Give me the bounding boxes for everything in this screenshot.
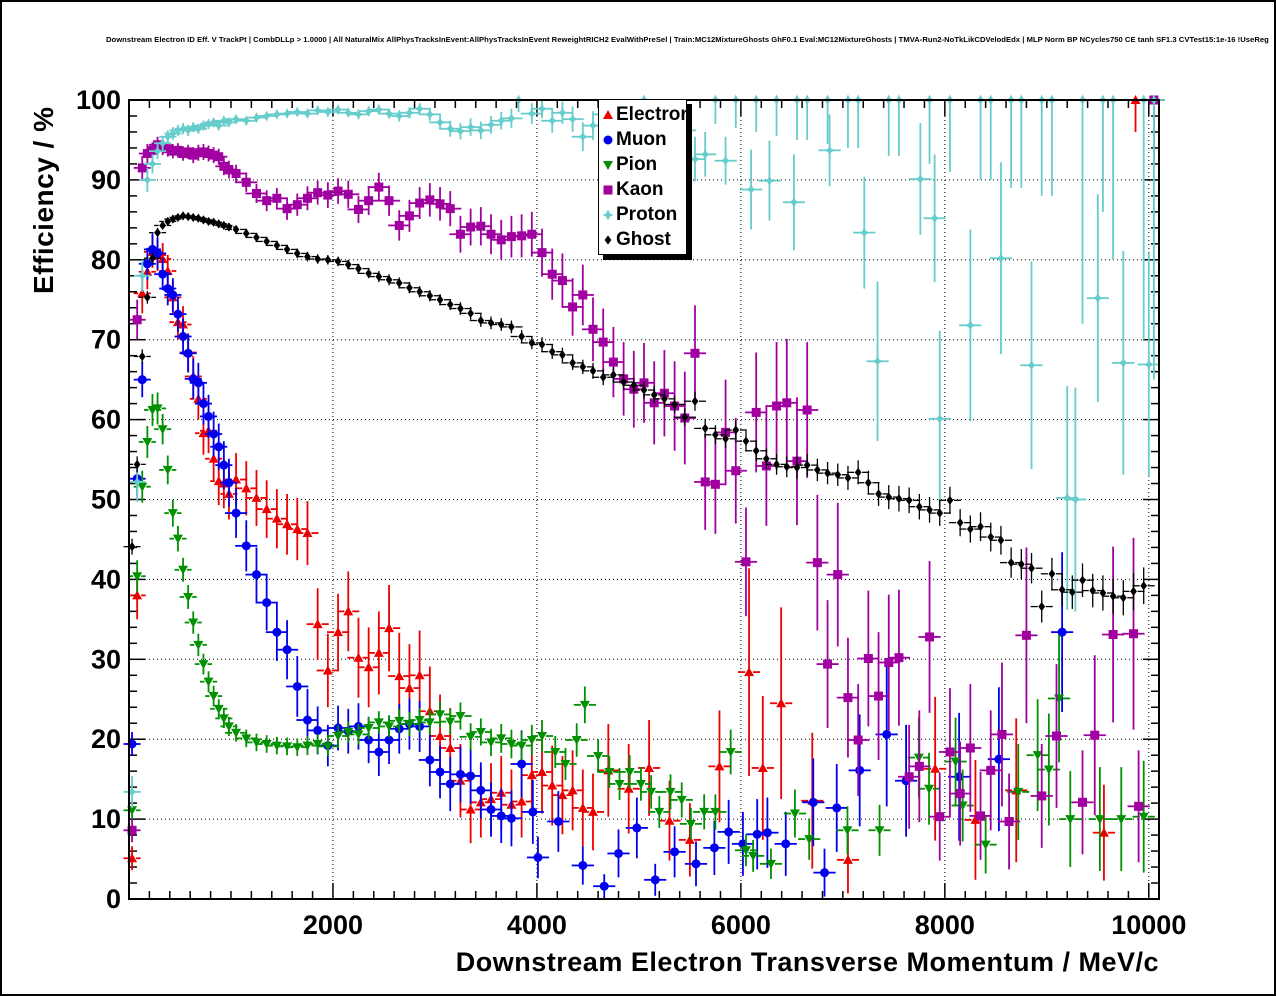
pion-marker-icon — [601, 157, 616, 172]
svg-text:2000: 2000 — [303, 910, 363, 940]
legend-item-muon: Muon — [601, 127, 686, 152]
series-muon — [123, 233, 1074, 899]
legend-item-electron: Electron — [601, 102, 692, 127]
svg-text:20: 20 — [91, 724, 121, 754]
svg-text:30: 30 — [91, 644, 121, 674]
svg-text:0: 0 — [106, 884, 121, 914]
x-axis-title: Downstream Electron Transverse Momentum … — [455, 947, 1159, 977]
legend-label: Electron — [616, 104, 693, 125]
svg-text:4000: 4000 — [507, 910, 567, 940]
svg-text:80: 80 — [91, 245, 121, 275]
svg-text:100: 100 — [76, 85, 121, 115]
legend-label: Kaon — [616, 179, 664, 200]
svg-text:40: 40 — [91, 564, 121, 594]
svg-text:50: 50 — [91, 485, 121, 515]
legend-label: Proton — [616, 204, 678, 225]
svg-text:60: 60 — [91, 405, 121, 435]
svg-text:6000: 6000 — [711, 910, 771, 940]
svg-text:70: 70 — [91, 325, 121, 355]
legend-item-kaon: Kaon — [601, 177, 686, 202]
legend-item-proton: Proton — [601, 202, 686, 227]
legend: Electron Muon Pion Kaon Proton Ghost — [598, 99, 692, 255]
legend-item-pion: Pion — [601, 152, 686, 177]
kaon-marker-icon — [601, 182, 616, 197]
series-ghost — [123, 211, 1155, 623]
svg-text:10: 10 — [91, 804, 121, 834]
svg-text:8000: 8000 — [915, 910, 975, 940]
legend-item-ghost: Ghost — [601, 227, 686, 252]
plot-title: Downstream Electron ID Eff. V TrackPt | … — [106, 35, 1269, 44]
svg-text:10000: 10000 — [1111, 910, 1186, 940]
proton-marker-icon — [601, 207, 616, 222]
legend-label: Ghost — [616, 229, 671, 250]
ghost-marker-icon — [601, 232, 616, 247]
legend-label: Pion — [616, 154, 658, 175]
svg-text:90: 90 — [91, 165, 121, 195]
legend-label: Muon — [616, 129, 667, 150]
electron-marker-icon — [601, 107, 616, 122]
muon-marker-icon — [601, 132, 616, 147]
